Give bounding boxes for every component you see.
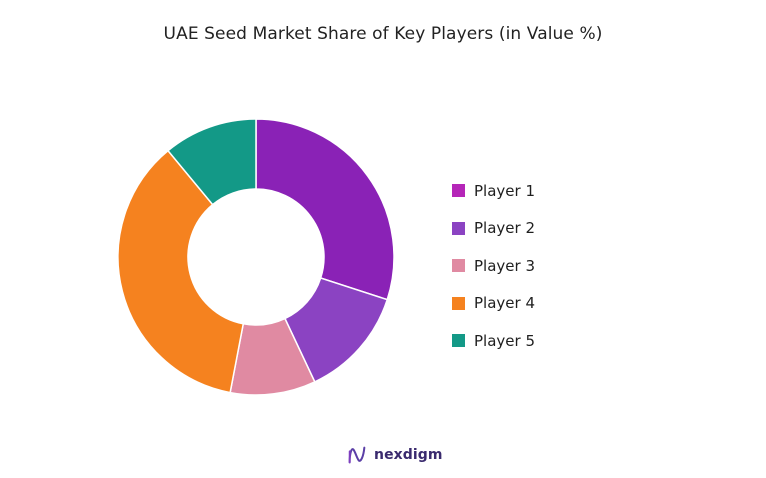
legend-label-player-5: Player 5 [474, 331, 535, 350]
legend-label-player-2: Player 2 [474, 219, 535, 238]
chart-title: UAE Seed Market Share of Key Players (in… [163, 24, 603, 44]
brand-name: nexdigm [374, 447, 443, 463]
legend-swatch-player-2 [452, 221, 465, 235]
legend-label-player-3: Player 3 [474, 256, 535, 275]
brand-logo: nexdigm [346, 444, 443, 466]
legend-item-player-4: Player 4 [452, 285, 592, 323]
legend-item-player-5: Player 5 [452, 322, 592, 360]
legend-swatch-player-3 [452, 259, 465, 273]
legend-item-player-1: Player 1 [452, 172, 592, 210]
donut-slice-player-1 [255, 118, 395, 301]
legend-swatch-player-4 [452, 296, 465, 310]
donut-slices [117, 118, 395, 396]
legend-swatch-player-1 [452, 184, 465, 198]
nexdigm-logo-icon [348, 446, 366, 464]
legend-swatch-player-5 [452, 334, 465, 348]
legend-label-player-1: Player 1 [474, 181, 535, 200]
legend-label-player-4: Player 4 [474, 294, 535, 313]
legend-item-player-3: Player 3 [452, 247, 592, 285]
legend-item-player-2: Player 2 [452, 210, 592, 248]
donut-slice-player-5 [166, 118, 257, 206]
donut-slice-player-4 [117, 149, 245, 394]
chart-legend: Player 1 Player 2 Player 3 Player 4 Play… [452, 172, 592, 360]
